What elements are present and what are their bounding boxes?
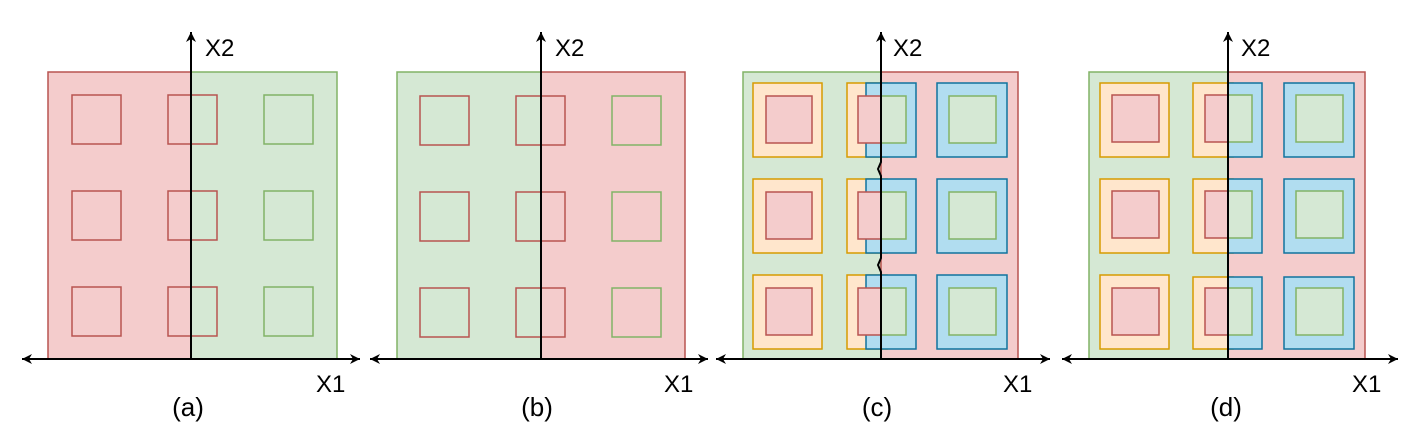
cell-green <box>880 95 907 144</box>
cell-green <box>948 287 997 336</box>
cell-red <box>71 286 122 337</box>
cell-red <box>71 94 122 145</box>
region-right-red <box>540 71 686 360</box>
cell-red <box>1204 190 1229 239</box>
cell-red <box>1204 94 1229 143</box>
cell-green <box>948 95 997 144</box>
panel-c: X2 X1 (c) <box>716 32 1050 422</box>
cell-green <box>611 95 662 146</box>
cell-green <box>1227 287 1253 336</box>
cell-red <box>765 287 813 336</box>
x2-axis-label: X2 <box>1241 35 1270 62</box>
cell-green <box>1295 190 1344 239</box>
cell-green <box>880 287 907 336</box>
x1-axis-label: X1 <box>1003 371 1032 398</box>
cell-green <box>880 191 907 240</box>
cell-red <box>1204 287 1229 336</box>
cell-green <box>611 287 662 338</box>
x2-axis-label: X2 <box>205 35 234 62</box>
region-left-red <box>47 71 192 360</box>
cell-green <box>1227 190 1253 239</box>
cell-red <box>419 191 470 242</box>
panel-d: X2 X1 (d) <box>1062 32 1398 422</box>
panel-b: X2 X1 (b) <box>370 32 708 422</box>
cell-red <box>765 191 813 240</box>
cell-red <box>419 95 470 146</box>
cell-green <box>263 190 314 241</box>
cell-red <box>765 95 813 144</box>
panel-caption: (b) <box>521 392 553 422</box>
cell-green <box>1295 287 1344 336</box>
cell-red <box>419 287 470 338</box>
cell-red <box>71 190 122 241</box>
panel-a: X2 X1 (a) <box>22 32 360 422</box>
x1-axis-label: X1 <box>664 371 693 398</box>
x2-axis-label: X2 <box>555 35 584 62</box>
cell-red <box>857 191 882 240</box>
x1-axis-label: X1 <box>316 371 345 398</box>
panel-caption: (d) <box>1210 392 1242 422</box>
cell-red <box>167 190 218 241</box>
panel-caption: (c) <box>862 392 892 422</box>
cell-green <box>1227 94 1253 143</box>
cell-red <box>167 286 218 337</box>
cell-red <box>1111 287 1160 336</box>
x2-axis-label: X2 <box>893 35 922 62</box>
cell-green <box>263 286 314 337</box>
cell-green <box>263 94 314 145</box>
x1-axis-label: X1 <box>1352 371 1381 398</box>
x2-axis <box>876 32 886 359</box>
panel-caption: (a) <box>172 392 204 422</box>
cell-red <box>1111 190 1160 239</box>
cell-green <box>611 191 662 242</box>
cell-red <box>857 95 882 144</box>
cell-red <box>1111 94 1160 143</box>
cell-green <box>1295 94 1344 143</box>
cell-green <box>948 191 997 240</box>
cell-red <box>167 94 218 145</box>
cell-red <box>857 287 882 336</box>
